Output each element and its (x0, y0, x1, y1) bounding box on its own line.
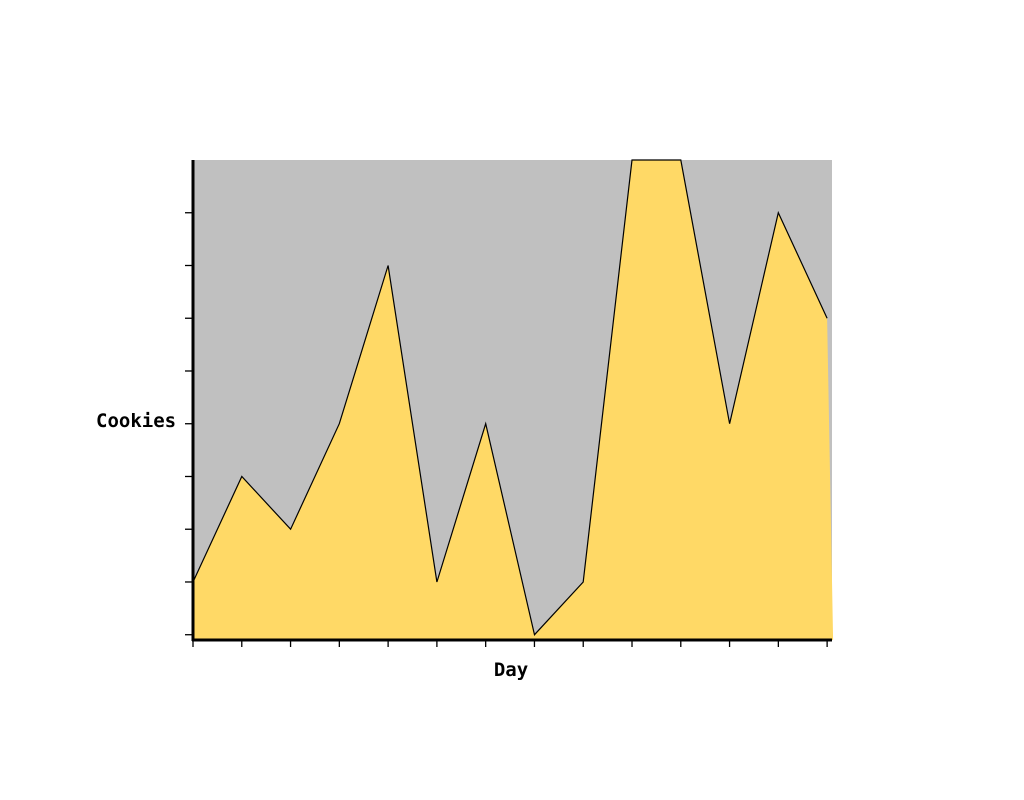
series-area (193, 160, 834, 640)
series-line (192, 159, 828, 636)
x-axis-label: Day (494, 659, 528, 681)
y-axis-label: Cookies (96, 410, 176, 432)
